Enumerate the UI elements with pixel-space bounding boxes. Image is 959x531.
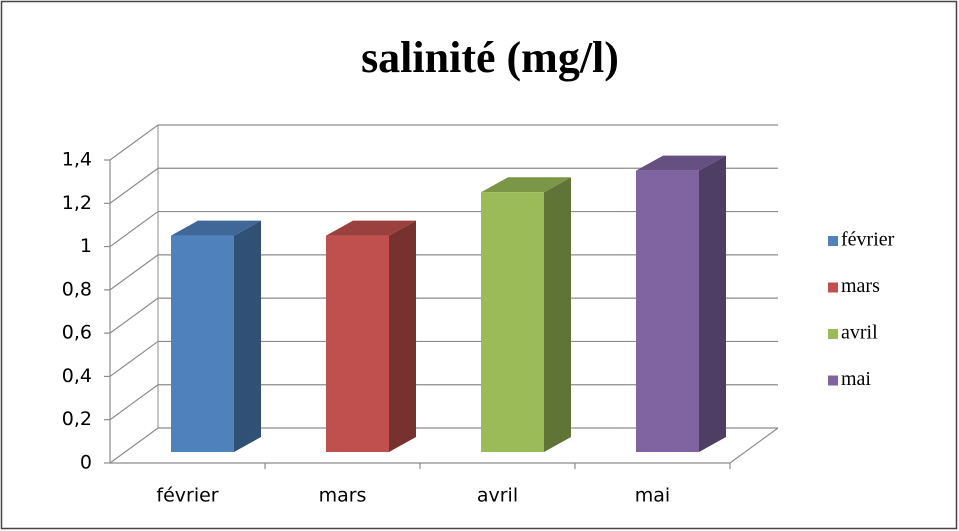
- y-tick-label: 0,4: [62, 365, 92, 387]
- legend-swatch: [828, 329, 838, 339]
- y-tick-label: 0,8: [62, 278, 92, 300]
- bar-side: [234, 220, 261, 452]
- legend-swatch: [828, 236, 838, 246]
- grid-line: [109, 167, 778, 204]
- bar-top: [636, 155, 726, 171]
- bar: [636, 170, 699, 452]
- y-tick-label: 1: [80, 235, 92, 257]
- grid-line: [109, 297, 778, 334]
- legend-swatch: [828, 282, 838, 293]
- bar: [171, 235, 234, 452]
- legend-label: mai: [841, 368, 871, 390]
- x-tick-label: avril: [477, 485, 518, 507]
- y-tick-label: 0: [80, 452, 92, 474]
- bar: [326, 235, 389, 452]
- x-tick-label: mars: [319, 485, 367, 507]
- grid-line: [109, 427, 778, 464]
- bar-side: [389, 220, 416, 452]
- grid-line: [109, 124, 778, 161]
- bar-top: [171, 220, 261, 236]
- y-tick-label: 1,2: [62, 192, 92, 214]
- bar-top: [481, 177, 571, 193]
- y-tick-label: 0,2: [62, 408, 92, 430]
- legend-label: avril: [841, 322, 878, 344]
- legend-label: février: [841, 229, 895, 251]
- grid-line: [109, 254, 778, 291]
- y-tick-label: 0,6: [62, 322, 92, 344]
- bar-side: [544, 177, 571, 453]
- bar-side: [699, 155, 726, 452]
- x-tick-label: mai: [635, 485, 670, 507]
- bar: [481, 192, 544, 453]
- legend-label: mars: [841, 275, 880, 297]
- chart-title: salinité (mg/l): [361, 33, 619, 82]
- legend-swatch: [828, 375, 838, 386]
- grid-line: [109, 210, 778, 248]
- grid-line: [109, 384, 778, 421]
- grid-line: [109, 340, 778, 377]
- x-tick-label: février: [156, 485, 218, 507]
- bar-top: [326, 220, 416, 236]
- y-tick-label: 1,4: [62, 149, 92, 171]
